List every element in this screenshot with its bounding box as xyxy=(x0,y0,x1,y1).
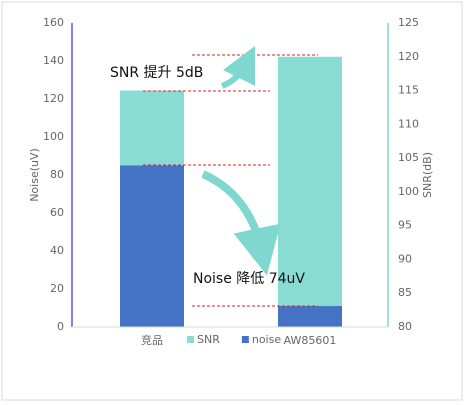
y-tick-label: 20 xyxy=(50,282,64,295)
y2-tick-label: 115 xyxy=(398,84,419,97)
y2-tick-label: 100 xyxy=(398,185,419,198)
y-tick-label: 60 xyxy=(50,206,64,219)
legend-swatch xyxy=(187,336,194,343)
y-tick-label: 80 xyxy=(50,168,64,181)
chart-frame xyxy=(1,1,463,401)
y-tick-label: 100 xyxy=(43,130,64,143)
legend-swatch xyxy=(241,336,249,343)
annotation: Noise 降低 74uV xyxy=(193,271,305,287)
y2-tick-label: 105 xyxy=(398,151,419,164)
y2-tick-label: 90 xyxy=(398,252,412,265)
y2-tick-label: 120 xyxy=(398,50,419,63)
bar xyxy=(278,306,342,327)
arrow-down xyxy=(201,170,281,276)
plot-area: 0 20 40 60 80 100 120 140 160 80 85 90 95 100 105 110 11… xyxy=(43,16,419,347)
y2-tick-label: 125 xyxy=(398,16,419,29)
annotation: SNR 提升 5dB xyxy=(110,65,203,81)
x-tick-label: AW85601 xyxy=(284,334,337,347)
y2-tick-label: 110 xyxy=(398,117,419,130)
y2-tick-label: 85 xyxy=(398,286,412,299)
y-axis-title: Noise(uV) xyxy=(28,148,41,202)
legend-label: SNR xyxy=(197,333,220,346)
x-tick-label: 竞品 xyxy=(141,333,163,347)
bar xyxy=(120,165,184,327)
y-tick-label: 120 xyxy=(43,92,64,105)
y2-tick-label: 80 xyxy=(398,320,412,333)
legend-label: noise xyxy=(252,333,281,346)
y-tick-label: 40 xyxy=(50,244,64,257)
y-tick-label: 160 xyxy=(43,16,64,29)
arrow-up xyxy=(220,45,256,89)
bar xyxy=(278,56,342,328)
y-tick-label: 140 xyxy=(43,54,64,67)
y-tick-label: 0 xyxy=(57,320,64,333)
y2-tick-label: 95 xyxy=(398,219,412,232)
y2-axis-title: SNR(dB) xyxy=(421,152,434,198)
